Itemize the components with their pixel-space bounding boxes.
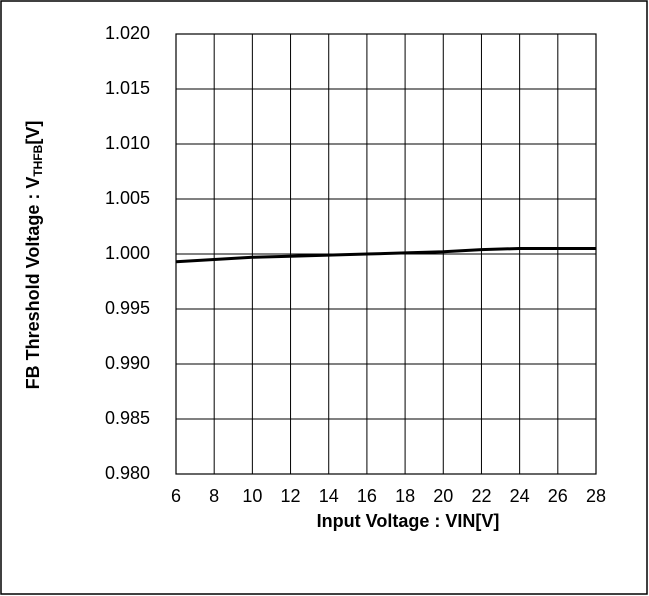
x-tick-label: 20 [433, 486, 453, 506]
y-label-unit: [V] [23, 121, 43, 145]
y-tick-label: 1.015 [105, 78, 150, 98]
y-tick-label: 1.005 [105, 188, 150, 208]
y-tick-label: 0.990 [105, 353, 150, 373]
x-tick-label: 26 [548, 486, 568, 506]
y-tick-label: 1.010 [105, 133, 150, 153]
x-tick-label: 18 [395, 486, 415, 506]
x-tick-label: 28 [586, 486, 606, 506]
y-label-subscript: THFB [31, 144, 45, 176]
x-tick-label: 10 [242, 486, 262, 506]
x-tick-label: 14 [319, 486, 339, 506]
x-tick-label: 12 [281, 486, 301, 506]
x-tick-label: 24 [510, 486, 530, 506]
data-line [175, 247, 596, 264]
y-tick-label: 1.000 [105, 243, 150, 263]
plot-border [175, 33, 597, 475]
x-tick-label: 6 [171, 486, 181, 506]
y-tick-label: 0.995 [105, 298, 150, 318]
y-tick-label: 0.985 [105, 408, 150, 428]
x-tick-label: 22 [471, 486, 491, 506]
x-axis-label: Input Voltage : VIN[V] [317, 511, 500, 531]
x-tick-label: 8 [209, 486, 219, 506]
y-tick-label: 1.020 [105, 23, 150, 43]
y-tick-label: 0.980 [105, 463, 150, 483]
x-tick-label: 16 [357, 486, 377, 506]
y-label-text: FB Threshold Voltage : V [23, 177, 43, 390]
y-axis-label: FB Threshold Voltage : VTHFB[V] [23, 121, 45, 390]
